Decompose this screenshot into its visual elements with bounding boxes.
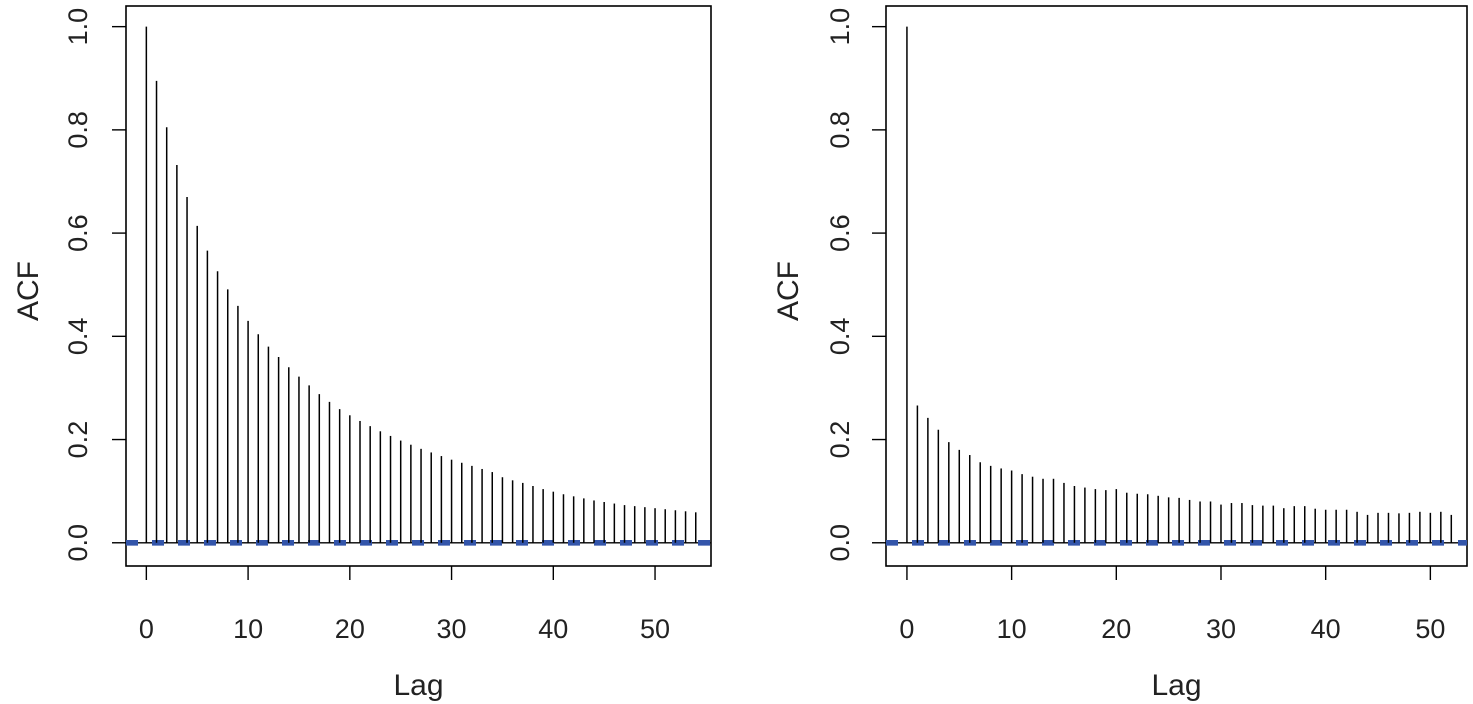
y-tick-label: 0.2: [825, 421, 855, 459]
y-tick-label: 0.0: [825, 524, 855, 562]
acf-panel-left: 0 10 20 30 40 50 0.0 0.2 0.4 0.6 0.8 1.0 Lag ACF: [12, 5, 712, 702]
plot-frame: [885, 5, 1468, 567]
y-axis-label: ACF: [772, 261, 805, 321]
plot-frame: [125, 5, 712, 567]
acf-panel-right: 0 10 20 30 40 50 0.0 0.2 0.4 0.6 0.8 1.0 Lag ACF: [772, 5, 1468, 702]
x-tick-label: 10: [997, 614, 1027, 644]
x-tick-label: 30: [437, 614, 467, 644]
x-tick-label: 50: [640, 614, 670, 644]
y-tick-label: 0.6: [825, 214, 855, 252]
x-tick-label: 20: [1101, 614, 1131, 644]
x-tick-label: 0: [139, 614, 154, 644]
x-axis-label: Lag: [393, 669, 443, 702]
x-tick-label: 0: [899, 614, 914, 644]
y-axis-label: ACF: [12, 261, 45, 321]
x-axis-label: Lag: [1151, 669, 1201, 702]
y-tick-label: 1.0: [825, 8, 855, 46]
y-tick-label: 0.6: [63, 214, 93, 252]
y-tick-label: 0.2: [63, 421, 93, 459]
y-tick-label: 0.0: [63, 524, 93, 562]
y-tick-label: 0.8: [825, 111, 855, 149]
y-tick-label: 1.0: [63, 8, 93, 46]
x-tick-label: 20: [335, 614, 365, 644]
x-tick-label: 40: [1311, 614, 1341, 644]
x-tick-label: 50: [1415, 614, 1445, 644]
y-tick-label: 0.4: [825, 318, 855, 356]
x-tick-label: 30: [1206, 614, 1236, 644]
x-tick-label: 40: [538, 614, 568, 644]
x-tick-label: 10: [233, 614, 263, 644]
y-tick-label: 0.8: [63, 111, 93, 149]
y-tick-label: 0.4: [63, 318, 93, 356]
